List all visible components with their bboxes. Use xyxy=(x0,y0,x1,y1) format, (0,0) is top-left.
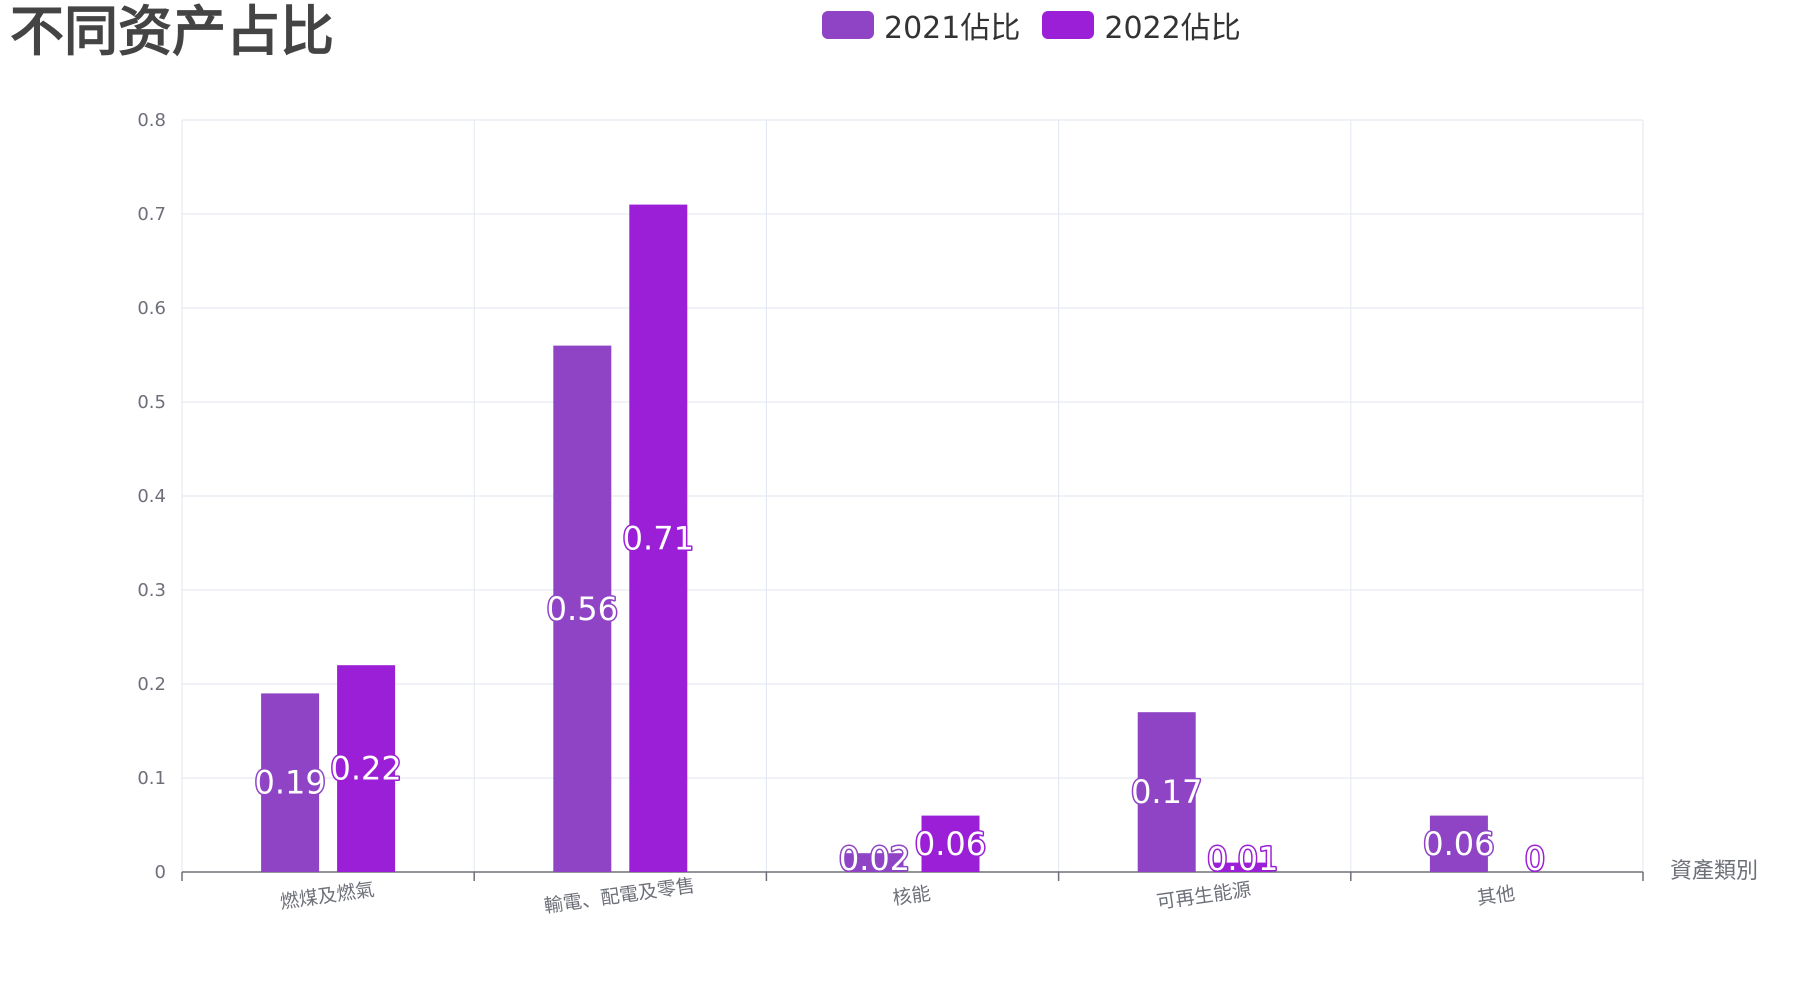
data-label: 0.19 xyxy=(254,764,325,802)
y-tick-label: 0.5 xyxy=(137,392,166,413)
bar-2-1 xyxy=(337,665,396,872)
y-tick-label: 0.3 xyxy=(137,580,166,601)
y-tick-label: 0.2 xyxy=(137,674,166,695)
bar-1-3 xyxy=(845,853,904,872)
x-axis-name: 資產類別 xyxy=(1670,859,1758,884)
x-category-label: 其他 xyxy=(1476,883,1517,910)
legend-label-2021: 2021佔比 xyxy=(884,11,1021,46)
y-tick-label: 0.4 xyxy=(137,486,166,507)
legend-item-2021[interactable]: 2021佔比 xyxy=(822,3,1020,47)
legend-label-2022: 2022佔比 xyxy=(1104,11,1241,46)
data-label: 0.06 xyxy=(1423,825,1494,863)
data-label: 0.22 xyxy=(330,750,401,788)
x-category-label: 核能 xyxy=(891,883,932,910)
bar-1-1 xyxy=(261,693,320,872)
data-label: 0.06 xyxy=(915,825,986,863)
y-tick-label: 0.7 xyxy=(137,204,166,225)
x-category-label: 燃煤及燃氣 xyxy=(279,879,376,914)
x-category-label: 可再生能源 xyxy=(1155,879,1252,914)
bar-1-4 xyxy=(1137,712,1196,872)
bar-2-3 xyxy=(921,815,980,872)
y-tick-label: 0 xyxy=(155,862,166,883)
data-label: 0.56 xyxy=(547,590,618,628)
legend-swatch-2021 xyxy=(822,11,874,39)
data-label: 0 xyxy=(1525,840,1545,878)
legend-item-2022[interactable]: 2022佔比 xyxy=(1042,3,1241,47)
bar-1-5 xyxy=(1429,815,1488,872)
y-tick-label: 0.1 xyxy=(137,768,166,789)
data-label: 0.71 xyxy=(623,519,694,557)
bar-2-2 xyxy=(629,204,688,873)
chart-legend: 2021佔比 2022佔比 xyxy=(822,2,1263,48)
y-tick-label: 0.8 xyxy=(137,110,166,131)
bar-1-2 xyxy=(553,345,612,873)
data-label: 0.17 xyxy=(1131,773,1202,811)
data-label: 0.01 xyxy=(1207,840,1278,878)
chart-title: 不同资产占比 xyxy=(10,0,334,63)
legend-swatch-2022 xyxy=(1042,11,1095,39)
data-label: 0.02 xyxy=(839,840,910,878)
bar-2-4 xyxy=(1213,862,1272,872)
y-tick-label: 0.6 xyxy=(137,298,166,319)
x-category-label: 輸電、配電及零售 xyxy=(543,875,697,918)
